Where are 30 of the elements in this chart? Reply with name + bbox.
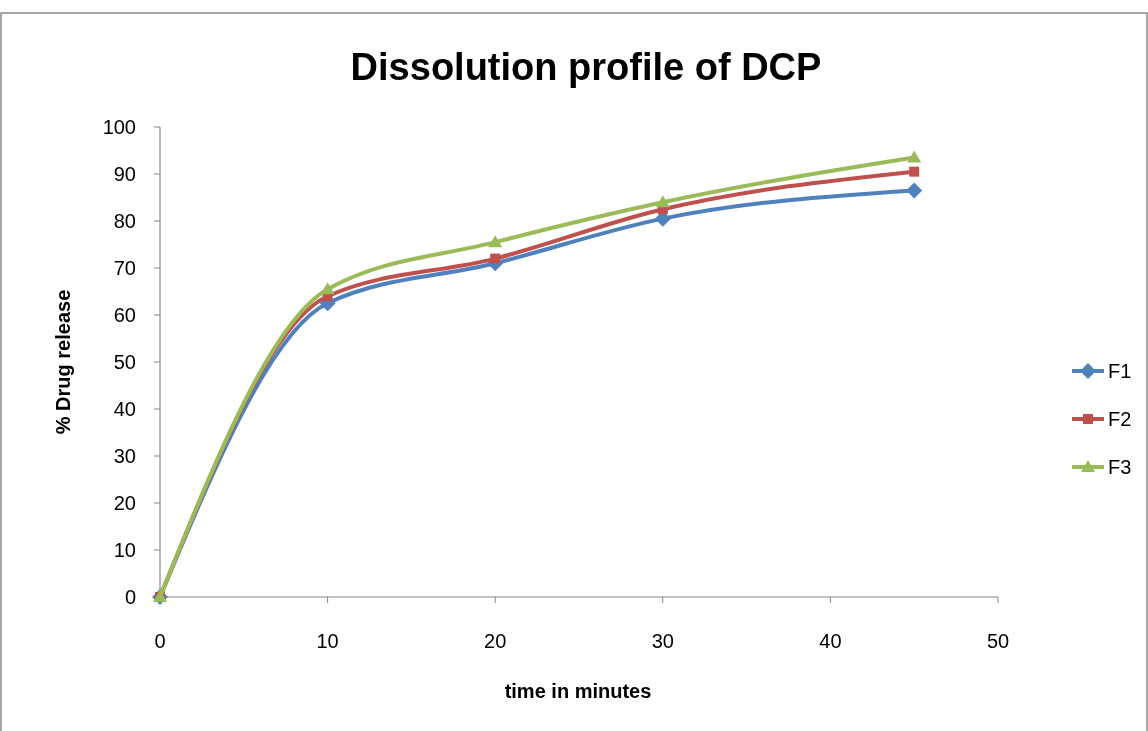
y-tick-label: 60 — [113, 304, 136, 326]
y-tick-label: 20 — [113, 492, 136, 514]
legend-label: F3 — [1108, 456, 1132, 478]
chart-title: Dissolution profile of DCP — [350, 46, 822, 88]
y-tick-label: 40 — [113, 398, 136, 420]
point — [906, 182, 923, 199]
x-tick-label: 10 — [316, 630, 339, 652]
y-tick-label: 10 — [113, 539, 136, 561]
y-tick-label: 50 — [113, 351, 136, 373]
x-axis-title: time in minutes — [504, 680, 652, 702]
y-tick-label: 30 — [113, 445, 136, 467]
point — [488, 235, 503, 248]
y-tick-label: 70 — [113, 257, 136, 279]
y-tick-label: 100 — [102, 116, 136, 138]
x-tick-label: 0 — [154, 630, 166, 652]
point — [907, 150, 922, 163]
point — [655, 195, 670, 208]
x-tick-label: 30 — [651, 630, 674, 652]
point — [909, 166, 920, 177]
y-tick-label: 80 — [113, 210, 136, 232]
x-tick-label: 50 — [986, 630, 1010, 652]
legend-label: F2 — [1108, 408, 1132, 430]
x-tick-label: 40 — [819, 630, 842, 652]
y-axis-title: % Drug release — [52, 289, 74, 435]
y-tick-label: 90 — [113, 163, 136, 185]
point — [490, 253, 501, 264]
y-tick-label: 0 — [124, 586, 136, 608]
x-tick-label: 20 — [484, 630, 507, 652]
point — [320, 282, 335, 295]
legend-label: F1 — [1108, 360, 1132, 382]
